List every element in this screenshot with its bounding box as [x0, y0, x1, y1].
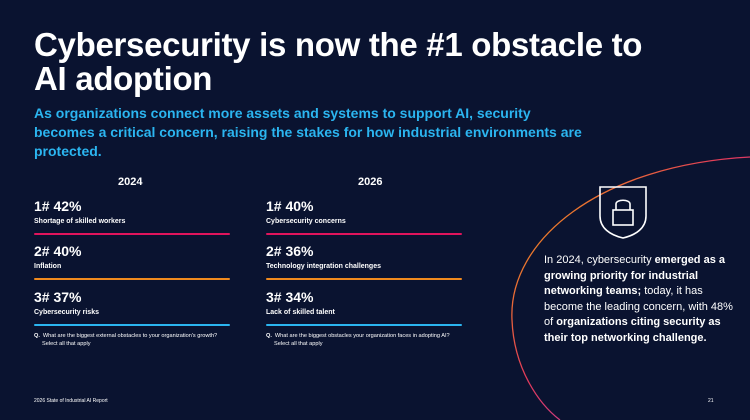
list-item-2026-rank3: 3# 34% Lack of skilled talent [266, 289, 462, 326]
rank-bar-orange [266, 278, 462, 280]
year-heading-2026: 2026 [358, 176, 383, 188]
report-footer: 2026 State of Industrial AI Report [34, 398, 108, 404]
question-note: Select all that apply [42, 341, 91, 347]
stat-label: Lack of skilled talent [266, 309, 335, 316]
callout-emphasis-2: organizations citing security as their t… [544, 316, 721, 344]
stat-label: Technology integration challenges [266, 263, 381, 270]
callout-part3: today, it has become the leading concern… [544, 285, 733, 328]
survey-question-2026: Q. What are the biggest obstacles your or… [266, 332, 476, 348]
rank-bar-blue [266, 324, 462, 326]
list-item-2024-rank1: 1# 42% Shortage of skilled workers [34, 198, 230, 235]
page-number: 21 [708, 398, 714, 404]
stat-label: Cybersecurity risks [34, 309, 99, 316]
rank-bar-red [34, 233, 230, 235]
stat-label: Cybersecurity concerns [266, 218, 346, 225]
stat-label: Shortage of skilled workers [34, 218, 126, 225]
list-item-2026-rank2: 2# 36% Technology integration challenges [266, 243, 462, 280]
stat-value: 1# 42% [34, 198, 82, 214]
list-item-2024-rank3: 3# 37% Cybersecurity risks [34, 289, 230, 326]
stat-value: 1# 40% [266, 198, 314, 214]
stat-label: Inflation [34, 263, 62, 270]
stat-value: 2# 40% [34, 243, 82, 259]
rank-bar-orange [34, 278, 230, 280]
question-text: What are the biggest external obstacles … [42, 333, 218, 339]
shield-lock-icon [599, 186, 647, 239]
callout-part1: In 2024, cybersecurity [544, 254, 655, 266]
list-item-2026-rank1: 1# 40% Cybersecurity concerns [266, 198, 462, 235]
rank-bar-red [266, 233, 462, 235]
rank-bar-blue [34, 324, 230, 326]
question-note: Select all that apply [274, 341, 323, 347]
year-heading-2024: 2024 [118, 176, 143, 188]
question-marker: Q. [266, 333, 272, 339]
survey-question-2024: Q. What are the biggest external obstacle… [34, 332, 244, 348]
question-text: What are the biggest obstacles your orga… [274, 333, 450, 339]
stat-value: 3# 37% [34, 289, 82, 305]
list-item-2024-rank2: 2# 40% Inflation [34, 243, 230, 280]
stat-value: 3# 34% [266, 289, 314, 305]
callout-emphasis-1: emerged as a growing priority for indust… [544, 254, 725, 297]
page-subtitle: As organizations connect more assets and… [34, 105, 582, 159]
callout-text: In 2024, cybersecurity emerged as a grow… [544, 253, 744, 346]
stat-value: 2# 36% [266, 243, 314, 259]
question-marker: Q. [34, 333, 40, 339]
page-title: Cybersecurity is now the #1 obstacle to … [34, 26, 643, 97]
